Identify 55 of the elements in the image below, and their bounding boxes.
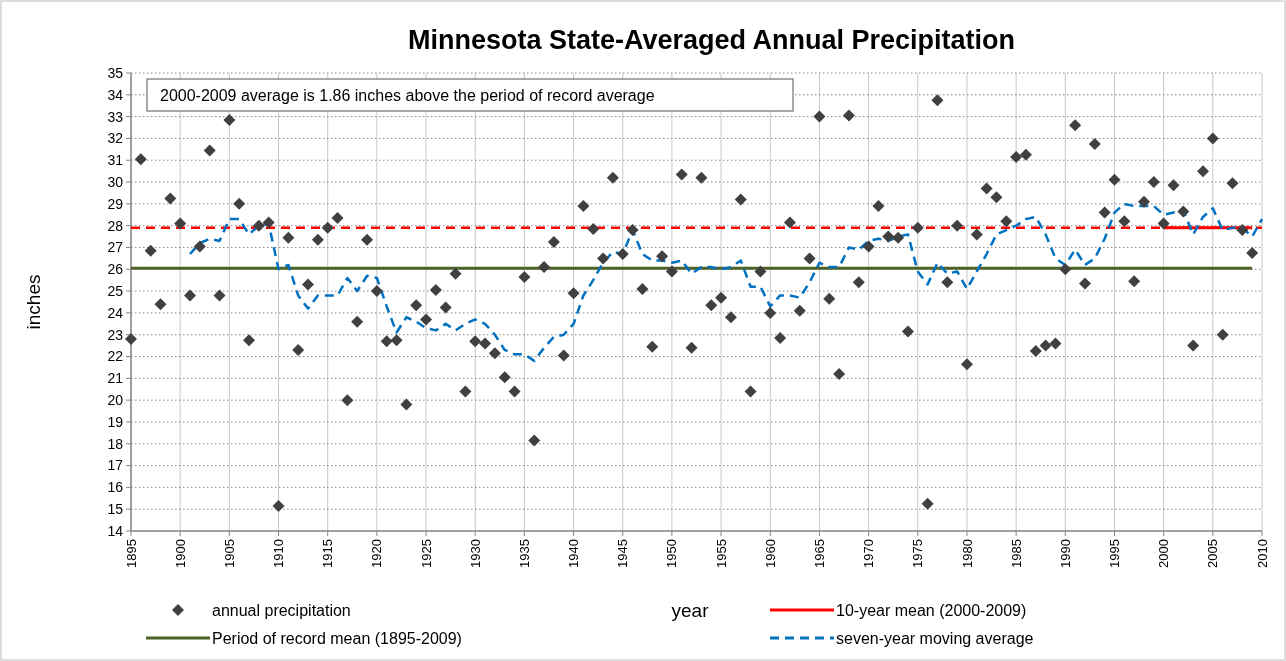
y-tick-label: 21 — [107, 370, 124, 387]
x-tick-label: 1990 — [1057, 539, 1073, 568]
y-tick-label: 32 — [107, 130, 124, 147]
y-tick-label: 20 — [107, 392, 124, 409]
y-axis-title: inches — [23, 274, 44, 330]
x-tick-label: 1960 — [762, 539, 778, 568]
y-tick-label: 19 — [107, 413, 124, 430]
y-tick-label: 22 — [107, 348, 124, 365]
y-tick-label: 14 — [107, 522, 124, 539]
x-tick-label: 1975 — [910, 539, 926, 568]
x-tick-label: 1905 — [221, 539, 237, 568]
x-tick-label: 1910 — [271, 539, 287, 568]
x-tick-label: 1925 — [418, 539, 434, 568]
x-tick-label: 1895 — [123, 539, 139, 568]
y-tick-label: 25 — [107, 283, 124, 299]
x-tick-label: 1940 — [566, 539, 582, 568]
legend-label: Period of record mean (1895-2009) — [212, 629, 462, 647]
y-tick-label: 24 — [107, 304, 124, 321]
x-tick-label: 2010 — [1254, 539, 1270, 568]
y-tick-label: 34 — [107, 86, 124, 103]
x-tick-label: 1930 — [467, 539, 483, 568]
x-tick-label: 1900 — [172, 539, 188, 568]
x-tick-label: 1920 — [369, 539, 385, 568]
y-tick-label: 30 — [107, 173, 124, 190]
legend-label: 10-year mean (2000-2009) — [836, 601, 1027, 619]
x-tick-label: 2000 — [1156, 539, 1172, 568]
y-tick-label: 15 — [107, 501, 124, 518]
x-tick-label: 1950 — [664, 539, 680, 568]
x-axis-title: year — [671, 599, 710, 621]
text-box: 2000-2009 average is 1.86 inches above the period of record average — [146, 78, 794, 112]
annotation: 2000-2009 average is 1.86 inches above the period of record average — [160, 86, 655, 104]
y-tick-label: 27 — [107, 239, 124, 256]
y-tick-label: 29 — [107, 195, 124, 212]
y-tick-label: 26 — [107, 261, 124, 278]
x-tick-label: 1980 — [959, 539, 975, 568]
x-tick-label: 1970 — [861, 539, 877, 568]
legend-label: seven-year moving average — [836, 629, 1034, 647]
legend-label: annual precipitation — [212, 601, 351, 619]
x-tick-label: 1935 — [516, 539, 532, 568]
x-tick-label: 1995 — [1107, 539, 1123, 568]
x-tick-label: 1985 — [1008, 539, 1024, 568]
y-tick-label: 18 — [107, 435, 124, 452]
chart-title: Minnesota State-Averaged Annual Precipitation — [407, 25, 1016, 55]
y-tick-label: 33 — [107, 108, 124, 125]
y-tick-label: 35 — [107, 64, 124, 81]
y-tick-label: 16 — [107, 479, 124, 496]
y-tick-label: 23 — [107, 326, 124, 343]
y-tick-label: 31 — [107, 152, 124, 169]
x-tick-label: 2005 — [1205, 539, 1221, 568]
y-tick-label: 17 — [107, 457, 124, 474]
x-tick-label: 1915 — [320, 539, 336, 568]
y-tick-label: 28 — [107, 217, 124, 234]
x-tick-label: 1965 — [811, 539, 827, 568]
x-tick-label: 1955 — [713, 539, 729, 568]
x-tick-label: 1945 — [615, 539, 631, 568]
